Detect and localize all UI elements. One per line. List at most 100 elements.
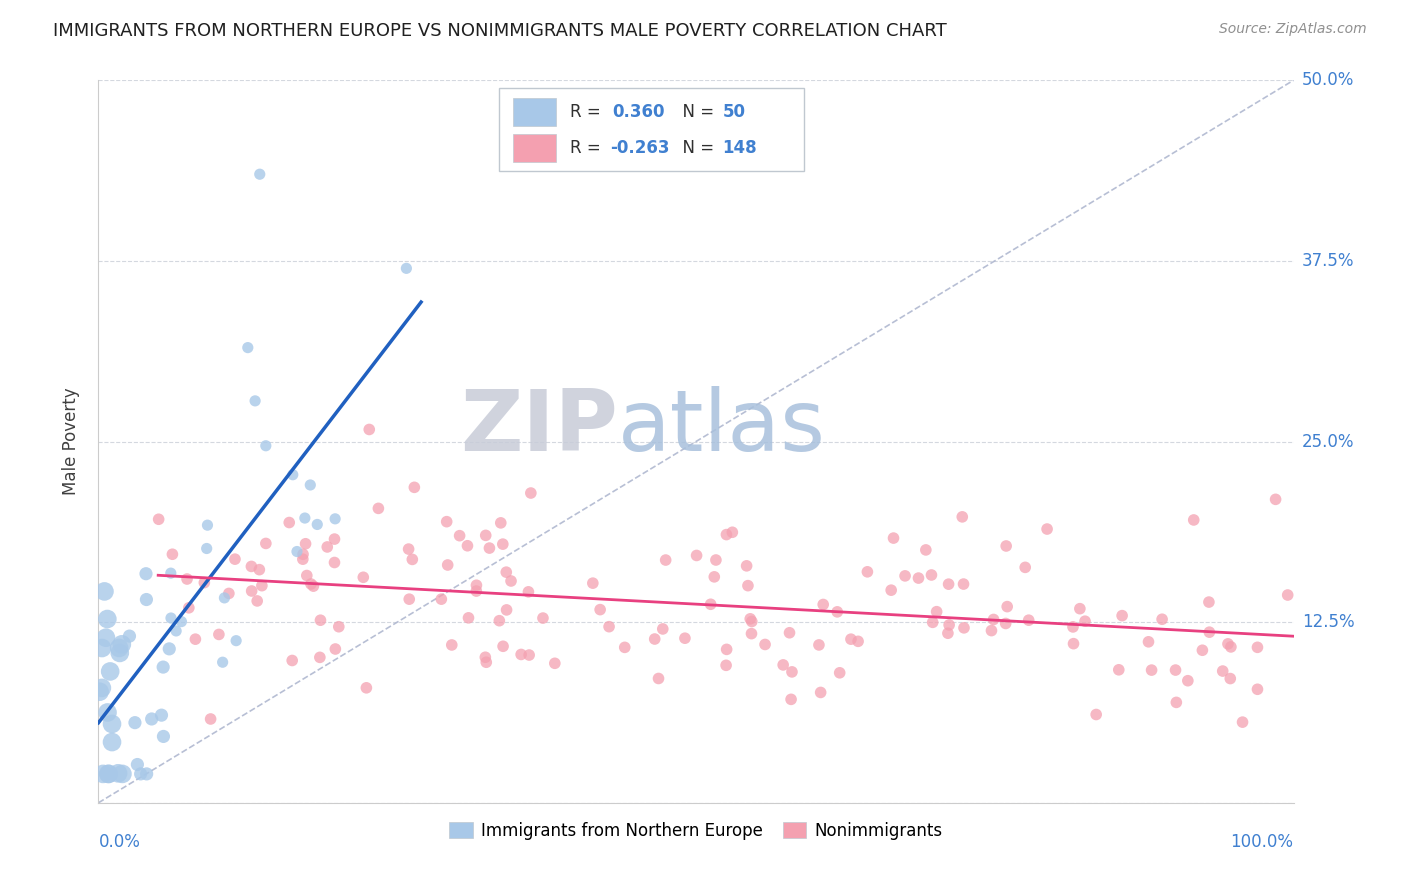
Point	[1232, 715, 1254, 730]
Text: atlas: atlas	[619, 385, 827, 468]
Point	[1140, 663, 1163, 677]
Point	[208, 627, 231, 641]
Point	[531, 611, 554, 625]
Point	[101, 735, 124, 749]
Point	[135, 566, 157, 581]
Point	[737, 579, 759, 593]
Point	[150, 708, 173, 723]
Point	[436, 515, 458, 529]
Point	[673, 631, 696, 645]
Point	[1108, 663, 1130, 677]
Text: 50: 50	[723, 103, 745, 121]
Point	[108, 640, 131, 655]
Point	[953, 621, 976, 635]
Point	[401, 552, 423, 566]
Point	[772, 657, 794, 672]
Point	[1069, 601, 1091, 615]
Text: 37.5%: 37.5%	[1302, 252, 1354, 270]
Point	[294, 511, 316, 525]
Point	[654, 553, 676, 567]
FancyBboxPatch shape	[499, 87, 804, 170]
Point	[236, 341, 259, 355]
Point	[398, 542, 420, 557]
Point	[936, 626, 959, 640]
Point	[465, 578, 488, 592]
Point	[517, 584, 540, 599]
Point	[1074, 614, 1097, 628]
Point	[882, 531, 904, 545]
Point	[177, 600, 200, 615]
Legend: Immigrants from Northern Europe, Nonimmigrants: Immigrants from Northern Europe, Nonimmi…	[443, 815, 949, 847]
Point	[950, 509, 973, 524]
Point	[195, 541, 218, 556]
Point	[307, 517, 329, 532]
Point	[436, 558, 458, 572]
Point	[846, 634, 869, 648]
Point	[430, 592, 453, 607]
Text: ZIP: ZIP	[461, 385, 619, 468]
Text: 100.0%: 100.0%	[1230, 833, 1294, 851]
Point	[359, 422, 381, 436]
Point	[1085, 707, 1108, 722]
Point	[647, 672, 669, 686]
Point	[921, 615, 943, 630]
Point	[740, 626, 762, 640]
Point	[291, 552, 314, 566]
Point	[457, 611, 479, 625]
Text: 50.0%: 50.0%	[1302, 71, 1354, 89]
Point	[894, 569, 917, 583]
Point	[780, 692, 803, 706]
Point	[994, 616, 1017, 631]
Point	[995, 539, 1018, 553]
Point	[510, 648, 533, 662]
Point	[214, 591, 236, 605]
Point	[247, 563, 270, 577]
Point	[721, 525, 744, 540]
Text: 25.0%: 25.0%	[1302, 433, 1354, 450]
Point	[699, 597, 721, 611]
Point	[1063, 637, 1085, 651]
Text: R =: R =	[571, 103, 612, 121]
Point	[152, 730, 174, 744]
Point	[704, 553, 727, 567]
Point	[93, 584, 115, 599]
Point	[160, 611, 183, 625]
Point	[1191, 643, 1213, 657]
Point	[356, 681, 378, 695]
Point	[1014, 560, 1036, 574]
Point	[94, 631, 117, 645]
Point	[544, 657, 567, 671]
Point	[582, 576, 605, 591]
Point	[1246, 682, 1268, 697]
Point	[107, 766, 129, 780]
Point	[249, 167, 271, 181]
Point	[96, 612, 118, 626]
Point	[135, 592, 157, 607]
Point	[740, 612, 762, 626]
Point	[292, 547, 315, 561]
Point	[218, 586, 240, 600]
Point	[880, 583, 903, 598]
Point	[1036, 522, 1059, 536]
Point	[152, 660, 174, 674]
Point	[474, 528, 496, 542]
Point	[1137, 635, 1160, 649]
Point	[779, 625, 801, 640]
Point	[148, 512, 170, 526]
Point	[240, 584, 263, 599]
Point	[780, 665, 803, 679]
Point	[825, 605, 848, 619]
Point	[129, 767, 152, 781]
Point	[907, 571, 929, 585]
Point	[295, 568, 318, 582]
Point	[118, 629, 141, 643]
Point	[811, 598, 834, 612]
Point	[475, 655, 498, 669]
Point	[165, 624, 187, 638]
Point	[302, 579, 325, 593]
Point	[159, 566, 181, 581]
Text: R =: R =	[571, 139, 606, 157]
Text: N =: N =	[672, 103, 724, 121]
Point	[1177, 673, 1199, 688]
Point	[938, 618, 960, 632]
